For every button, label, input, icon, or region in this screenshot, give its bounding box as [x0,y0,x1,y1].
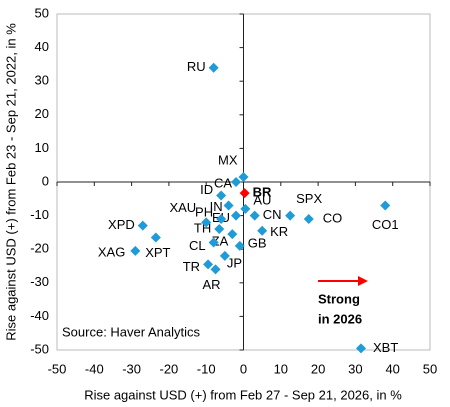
point [130,245,141,256]
point-label: TR [183,259,200,274]
point-label: ID [200,182,213,197]
x-tick-label: -10 [197,361,216,376]
point [355,343,366,354]
point-label: XBT [373,340,398,355]
point [210,264,221,275]
y-tick-label: -50 [30,341,49,356]
point [227,229,238,240]
x-tick-label: -30 [122,361,141,376]
point-label: IN [210,199,223,214]
point [150,232,161,243]
annotation-arrowhead [358,276,368,286]
point [231,210,242,221]
point [238,171,249,182]
point-label: CA [214,175,232,190]
point [223,200,234,211]
point [208,62,219,73]
point [208,237,219,248]
point-label: GB [248,235,267,250]
point-label: AR [202,277,220,292]
point [216,190,227,201]
point [303,213,314,224]
y-tick-label: 50 [35,5,49,20]
y-tick-label: 10 [35,140,49,155]
y-tick-label: -30 [30,274,49,289]
point-label: CO1 [372,217,399,232]
point [201,217,212,228]
point-label: SPX [296,191,322,206]
x-tick-label: -20 [160,361,179,376]
y-tick-label: -20 [30,241,49,256]
x-tick-label: -40 [85,361,104,376]
y-tick-label: 30 [35,73,49,88]
point [137,220,148,231]
point [240,203,251,214]
x-tick-label: 20 [311,361,325,376]
source-note: Source: Haver Analytics [62,324,201,339]
point-label: BR [253,185,272,200]
y-tick-label: -40 [30,308,49,323]
x-tick-label: 30 [348,361,362,376]
point [214,224,225,235]
point [231,177,242,187]
point-label: RU [187,59,206,74]
point-label: CL [189,238,206,253]
point-label: KR [270,224,288,239]
annotation-text: in 2026 [318,311,362,326]
point [257,225,268,236]
point-label: XAG [98,244,125,259]
point-label: XAU [169,200,196,215]
y-tick-label: 20 [35,106,49,121]
point-label: XPT [145,245,170,260]
y-tick-label: 40 [35,39,49,54]
x-tick-label: -50 [48,361,67,376]
point [380,200,391,211]
y-tick-label: -10 [30,207,49,222]
point [216,213,227,224]
x-tick-label: 0 [240,361,247,376]
y-tick-label: 0 [42,173,49,188]
point-label: XPD [108,217,135,232]
annotation-text: Strong [318,291,360,306]
point [239,188,250,199]
point [285,210,296,221]
point-label: MX [218,152,238,167]
x-axis-title: Rise against USD (+) from Feb 27 - Sep 2… [84,387,402,402]
y-axis-title: Rise against USD (+) from Feb 23 - Sep 2… [3,23,18,341]
point [249,210,260,221]
point-label: JP [227,255,242,270]
point-label: CO [323,210,343,225]
x-tick-label: 40 [385,361,399,376]
point [234,240,245,251]
point-label: PH [195,204,213,219]
point [219,250,230,261]
point-label: AU [253,192,271,207]
point-label: CN [263,207,282,222]
point [203,259,214,270]
x-tick-label: 50 [423,361,437,376]
x-tick-label: 10 [274,361,288,376]
